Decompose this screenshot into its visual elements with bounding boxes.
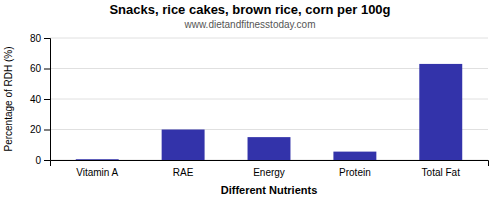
- bar: [76, 159, 119, 160]
- x-tick-label: Energy: [253, 167, 285, 178]
- x-tick: Protein: [339, 167, 371, 178]
- plot-area: Vitamin A RAE Energy Protein Total Fat 0 20 40 6…: [30, 33, 489, 178]
- x-tick: RAE: [173, 167, 194, 178]
- y-axis-line: [44, 39, 51, 161]
- x-tick-label: RAE: [173, 167, 194, 178]
- y-tick-mark: [44, 160, 50, 161]
- y-tick-mark: [44, 99, 50, 100]
- y-tick-label: 40: [30, 94, 42, 105]
- x-axis-line: [51, 161, 489, 167]
- title: Snacks, rice cakes, brown rice, corn per…: [109, 2, 390, 17]
- bar: [162, 130, 205, 161]
- y-tick-mark: [44, 38, 50, 39]
- bar: [419, 64, 462, 160]
- y-tick: 60: [30, 63, 50, 74]
- x-tick: Total Fat: [422, 167, 461, 178]
- x-axis-title: Different Nutrients: [221, 184, 318, 196]
- grid-line: [50, 38, 488, 39]
- y-axis-title: Percentage of RDH (%): [3, 46, 14, 151]
- bars: [76, 64, 462, 160]
- y-tick-mark: [44, 130, 50, 131]
- chart: Snacks, rice cakes, brown rice, corn per…: [0, 0, 500, 200]
- x-axis: Vitamin A RAE Energy Protein Total Fat: [51, 161, 489, 179]
- subtitle: www.dietandfitnesstoday.com: [184, 19, 316, 30]
- x-tick-label: Total Fat: [422, 167, 461, 178]
- y-axis: 0 20 40 60 80: [30, 33, 51, 166]
- y-tick-label: 80: [30, 33, 42, 44]
- grid: [50, 38, 488, 160]
- y-tick: 80: [30, 33, 50, 44]
- x-tick: Vitamin A: [76, 167, 118, 178]
- y-tick-label: 0: [35, 155, 41, 166]
- y-tick: 0: [35, 155, 50, 166]
- bar: [248, 137, 291, 160]
- x-tick-label: Protein: [339, 167, 371, 178]
- y-tick: 20: [30, 124, 50, 135]
- x-tick: Energy: [253, 167, 285, 178]
- x-tick-label: Vitamin A: [76, 167, 118, 178]
- y-tick-label: 20: [30, 124, 42, 135]
- y-tick-label: 60: [30, 63, 42, 74]
- y-tick: 40: [30, 94, 50, 105]
- bar: [333, 152, 376, 160]
- y-tick-mark: [44, 69, 50, 70]
